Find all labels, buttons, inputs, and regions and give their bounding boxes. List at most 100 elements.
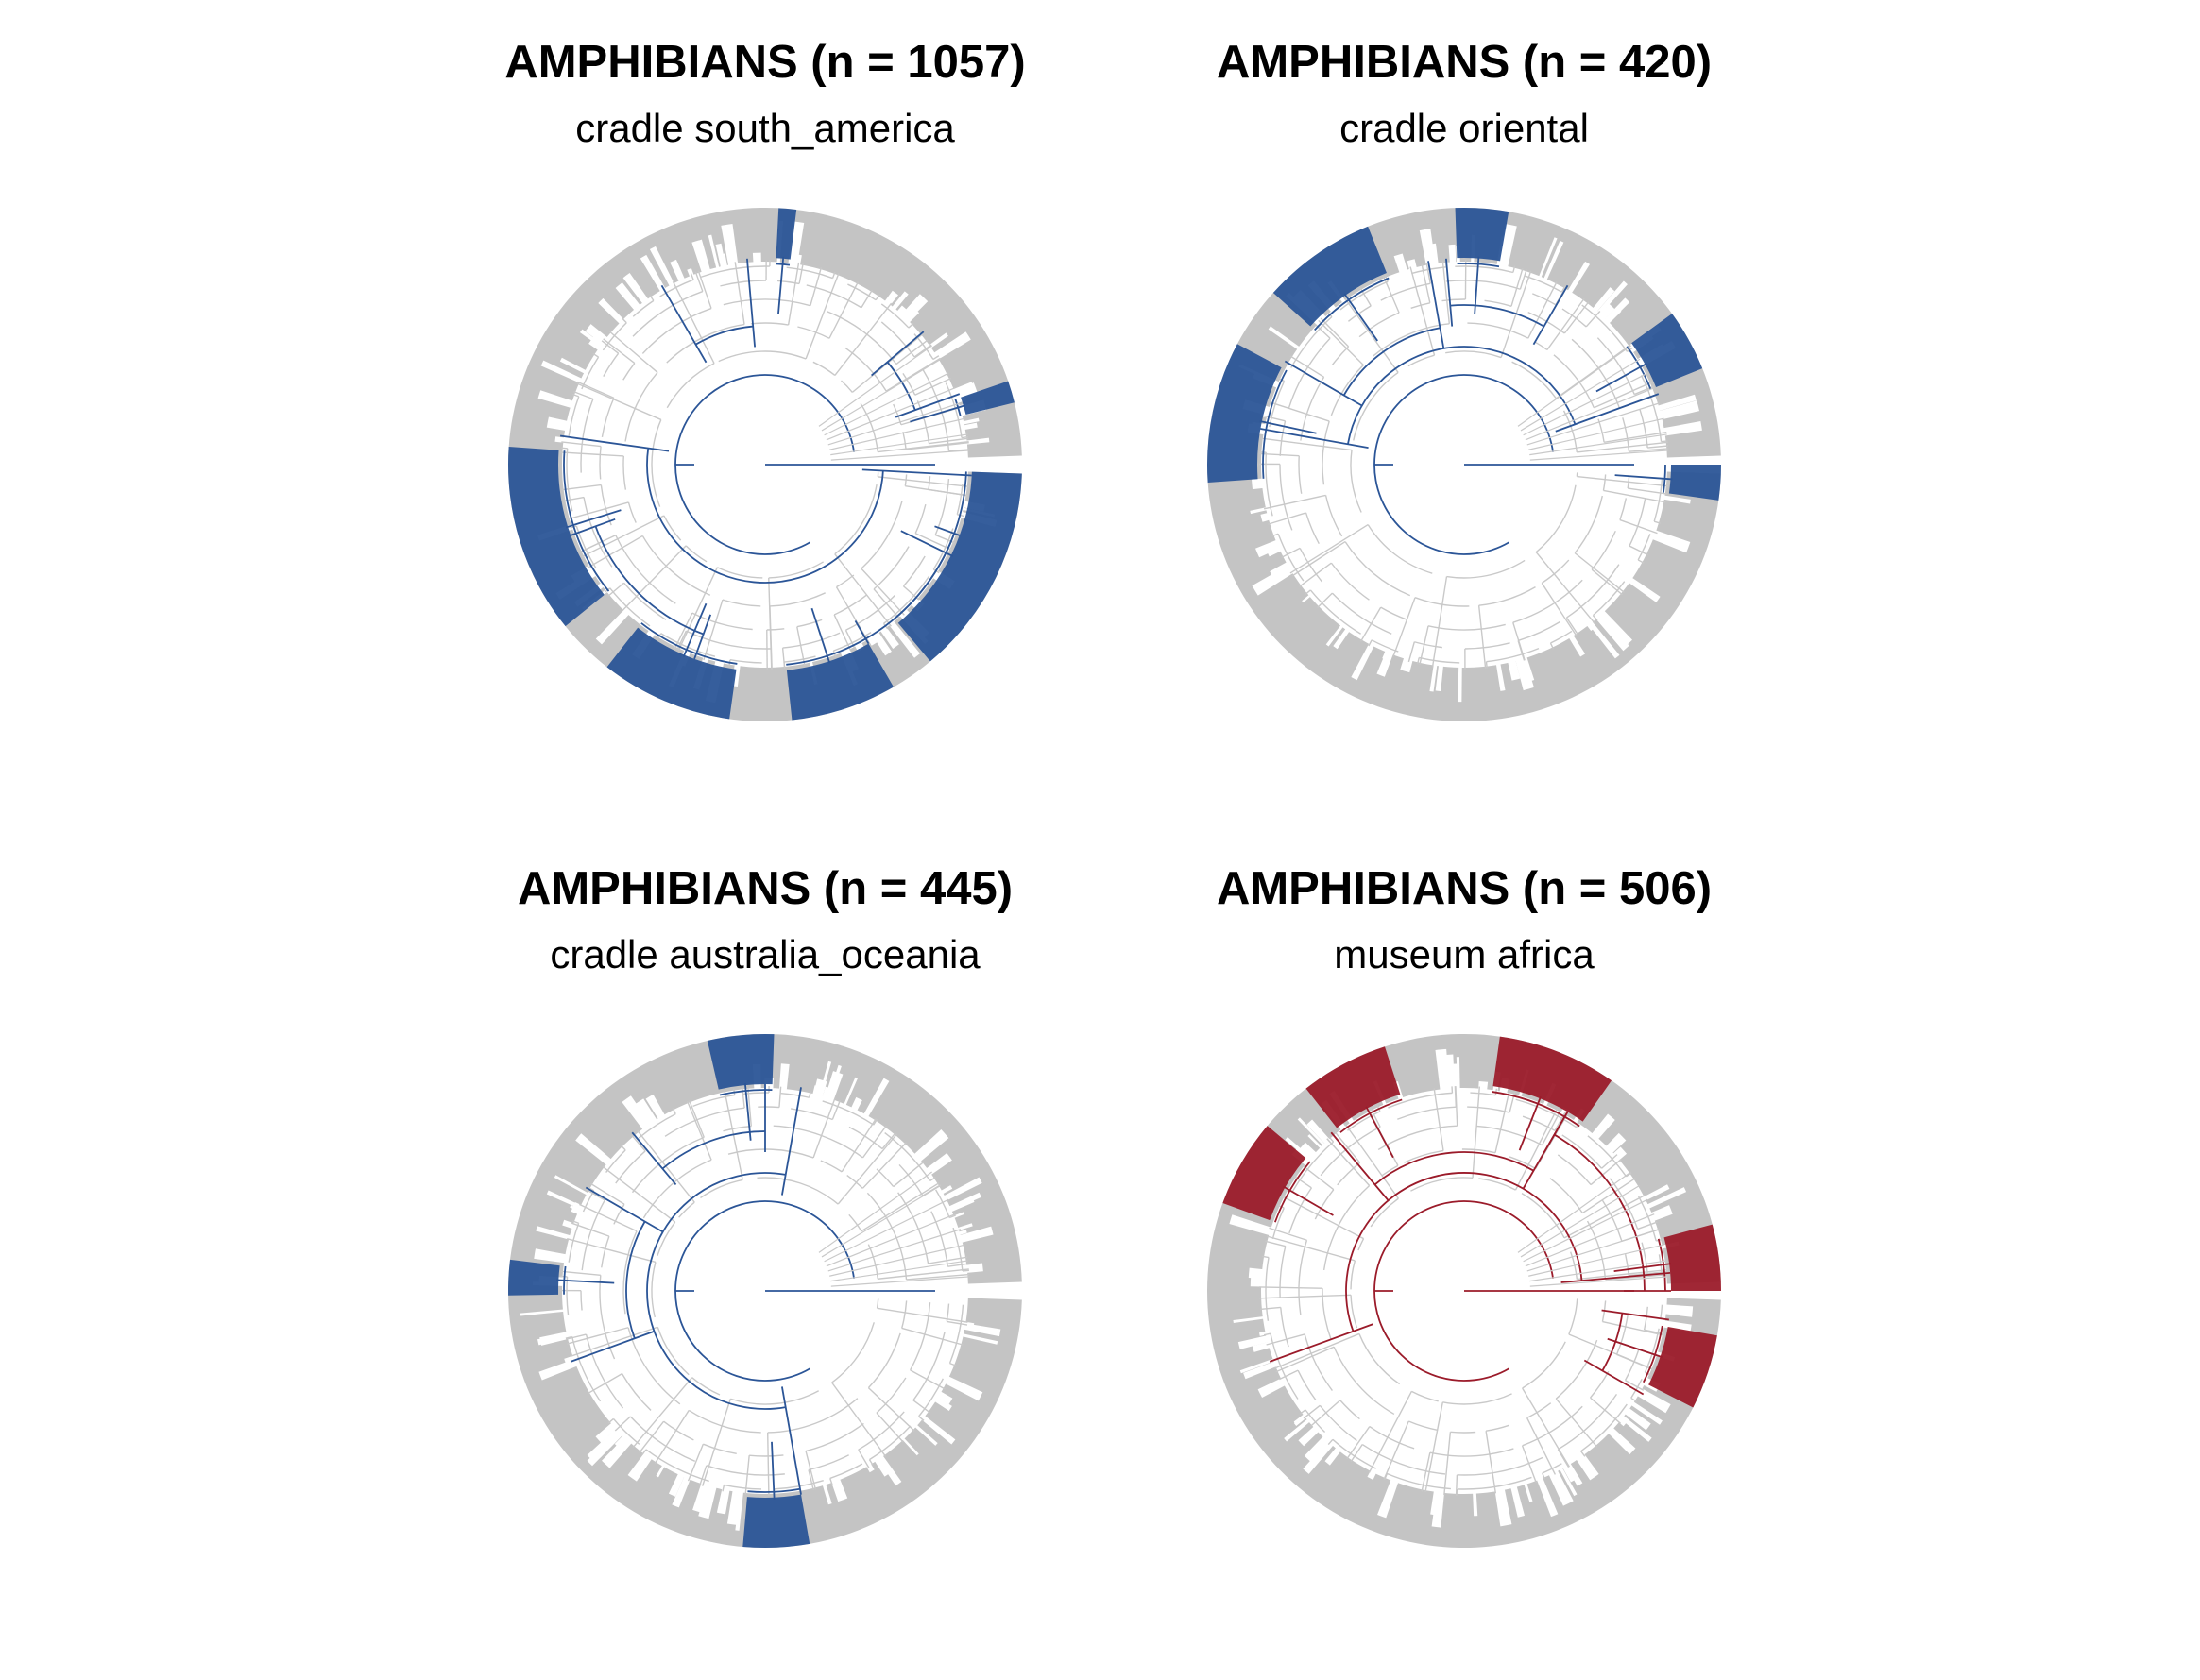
branch-arc	[757, 1177, 839, 1205]
branch-arc	[1419, 656, 1460, 664]
branch-radial	[690, 273, 694, 280]
branch-radial	[581, 515, 665, 558]
branch-arc	[1324, 495, 1343, 537]
branch-radial	[621, 545, 687, 612]
branch-arc	[1357, 1238, 1365, 1251]
branch-arc	[1522, 1341, 1566, 1389]
branch-arc	[1627, 476, 1630, 489]
highlight-arc	[1457, 263, 1500, 268]
branch-arc	[782, 632, 841, 649]
branch-arc	[1550, 630, 1573, 644]
branch-arc	[1643, 1306, 1648, 1331]
branch-arc	[1542, 1463, 1562, 1474]
branch-radial	[1577, 475, 1668, 487]
tip-notch	[1260, 512, 1271, 522]
tip-notch	[735, 1490, 744, 1531]
panel-title: AMPHIBIANS (n = 1057)	[504, 37, 1026, 88]
tip-notch	[900, 294, 929, 323]
branch-arc	[566, 448, 573, 512]
branch-radial	[607, 1417, 614, 1424]
branch-arc	[1411, 1390, 1439, 1402]
highlight-radial	[861, 468, 972, 477]
tip-notch	[961, 1332, 998, 1345]
branch-radial	[1605, 1273, 1669, 1281]
tree-panel-3: AMPHIBIANS (n = 445) cradle australia_oc…	[406, 826, 1124, 1657]
highlight-radial	[900, 530, 954, 557]
tip-notch	[818, 1061, 832, 1098]
phylogeny-svg	[507, 1034, 1022, 1548]
tip-notch	[1407, 259, 1418, 271]
branch-arc	[909, 1302, 931, 1371]
branch-arc	[945, 382, 963, 438]
branch-radial	[560, 451, 624, 457]
branch-arc	[1309, 589, 1361, 635]
tip-notch	[928, 332, 948, 349]
tip-notch	[964, 1263, 983, 1273]
branch-arc	[1333, 1346, 1395, 1416]
branch-arc	[820, 1160, 843, 1173]
highlight-arc	[661, 1130, 766, 1170]
branch-arc	[622, 1230, 638, 1315]
branch-arc	[582, 1190, 595, 1213]
fan-line	[821, 358, 942, 432]
fan-lines	[1517, 1171, 1669, 1287]
branch-arc	[691, 612, 753, 631]
highlight-radial	[1365, 1106, 1394, 1159]
root-arc	[674, 1200, 855, 1382]
highlight-radial	[1269, 1323, 1373, 1363]
tip-notch	[1351, 642, 1375, 681]
highlighted-clade	[507, 447, 605, 627]
highlight-radial	[895, 393, 961, 418]
highlight-radial	[1560, 1272, 1671, 1283]
tip-notch	[1548, 1468, 1574, 1506]
branch-radial	[947, 1263, 969, 1267]
branch-arc	[780, 1092, 810, 1098]
tip-notch	[962, 417, 980, 425]
branch-radial	[831, 271, 836, 279]
branch-arc	[1277, 534, 1305, 582]
fan-line	[1526, 1229, 1661, 1272]
branch-radial	[828, 281, 859, 339]
tip-notch	[883, 290, 898, 307]
branch-arc	[934, 479, 950, 535]
branch-radial	[929, 1176, 936, 1182]
branch-arc	[901, 1300, 908, 1329]
branch-radial	[1344, 297, 1399, 373]
branch-arc	[808, 1454, 849, 1471]
branch-radial	[881, 1132, 896, 1150]
tip-notch	[1400, 656, 1413, 673]
branch-radial	[837, 1133, 898, 1205]
highlight-arc	[1274, 1161, 1311, 1223]
branch-arc	[1630, 1378, 1643, 1399]
branch-arc	[600, 484, 612, 526]
branch-arc	[1549, 1178, 1583, 1213]
branch-arc	[651, 1262, 657, 1318]
branch-arc	[664, 1107, 745, 1137]
branch-radial	[1546, 297, 1585, 350]
branch-arc	[599, 446, 602, 480]
tip-notch	[920, 1415, 956, 1445]
branch-arc	[893, 403, 902, 425]
highlight-radial	[780, 1087, 802, 1196]
branch-radial	[1273, 1332, 1360, 1369]
highlight-arc	[1262, 369, 1288, 479]
branch-arc	[912, 1332, 946, 1401]
branch-arc	[1580, 1403, 1628, 1452]
branch-arc	[866, 1192, 908, 1280]
branch-arc	[1270, 1333, 1299, 1400]
tip-notch	[1299, 1142, 1318, 1160]
tip-notch	[850, 1096, 862, 1112]
tree-panel-1: AMPHIBIANS (n = 1057) cradle south_ameri…	[406, 0, 1124, 831]
tip-notch	[1266, 543, 1283, 557]
tip-notch	[1293, 1414, 1308, 1426]
branch-arc	[1320, 1126, 1381, 1177]
branch-radial	[1455, 1474, 1458, 1496]
highlight-radial	[585, 1186, 664, 1233]
branch-arc	[605, 1149, 626, 1173]
branch-arc	[904, 474, 908, 486]
branch-radial	[1494, 1091, 1510, 1153]
branch-arc	[1330, 562, 1370, 601]
branch-arc	[948, 1304, 964, 1364]
branch-arc	[1427, 623, 1506, 631]
branch-radial	[861, 568, 905, 616]
